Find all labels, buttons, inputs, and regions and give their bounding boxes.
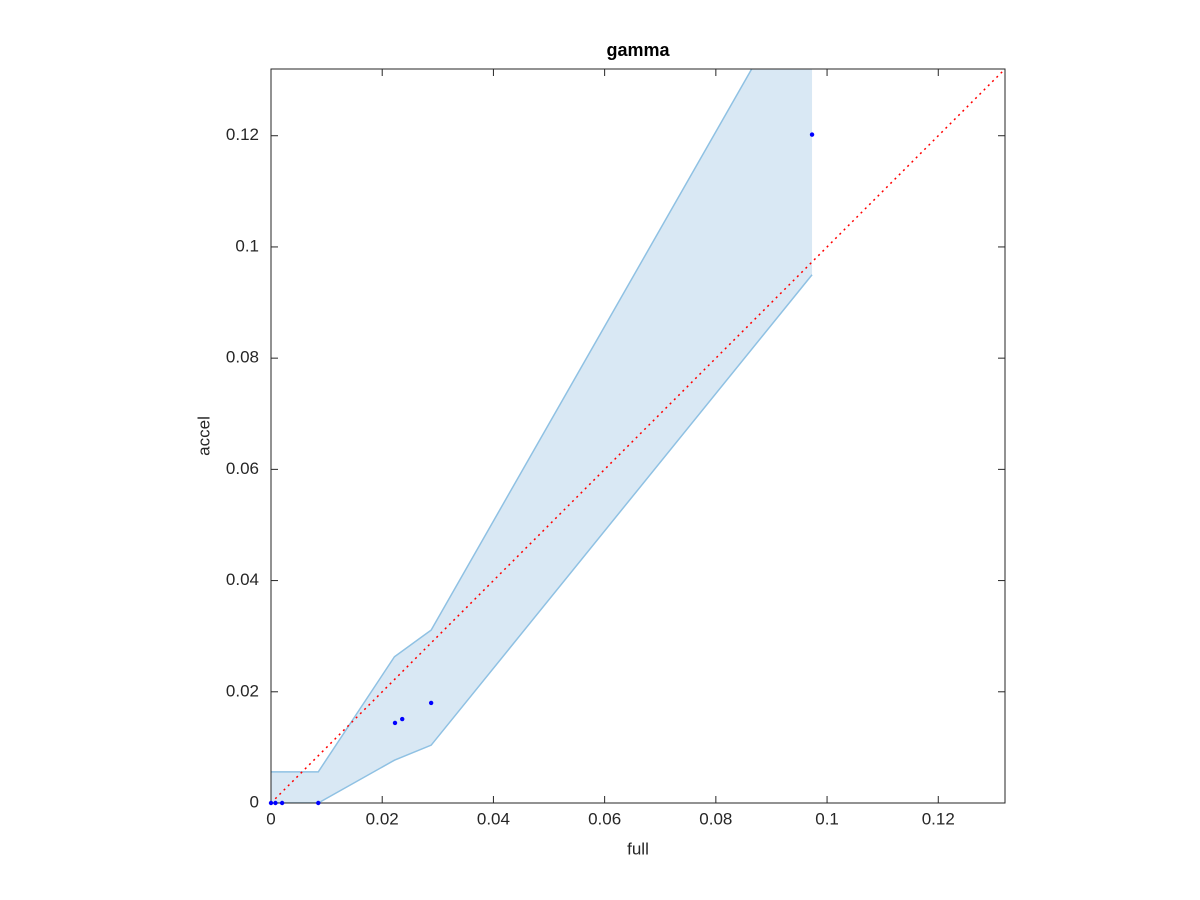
axes-box xyxy=(270,68,1006,804)
x-axis-label: full xyxy=(627,839,649,858)
y-tick-label: 0.06 xyxy=(226,459,259,478)
x-tick-label: 0.06 xyxy=(588,809,621,828)
point xyxy=(809,132,815,137)
point xyxy=(428,700,434,706)
x-tick-label: 0.1 xyxy=(815,809,839,828)
x-tick-label: 0 xyxy=(266,809,275,828)
reference-line xyxy=(271,69,1005,803)
y-axis-label: accel xyxy=(194,416,213,456)
y-tick-label: 0.04 xyxy=(226,570,259,589)
band-lower xyxy=(271,274,813,803)
point xyxy=(392,720,398,726)
y-tick-label: 0.08 xyxy=(226,348,259,367)
plot-area xyxy=(271,69,1005,803)
x-tick-label: 0.04 xyxy=(477,809,510,828)
y-tick-label: 0.1 xyxy=(235,236,259,255)
chart-title: gamma xyxy=(606,40,670,60)
band-fill xyxy=(271,69,813,803)
band-upper xyxy=(271,69,753,773)
point xyxy=(268,800,274,806)
x-tick-label: 0.12 xyxy=(922,809,955,828)
y-tick-label: 0.12 xyxy=(226,125,259,144)
y-tick-label: 0 xyxy=(250,792,259,811)
point xyxy=(400,716,405,722)
x-tick-label: 0.08 xyxy=(699,809,732,828)
point xyxy=(279,800,285,806)
y-tick-label: 0.02 xyxy=(226,681,259,700)
point xyxy=(316,800,321,806)
point xyxy=(273,800,278,806)
x-tick-label: 0.02 xyxy=(366,809,399,828)
